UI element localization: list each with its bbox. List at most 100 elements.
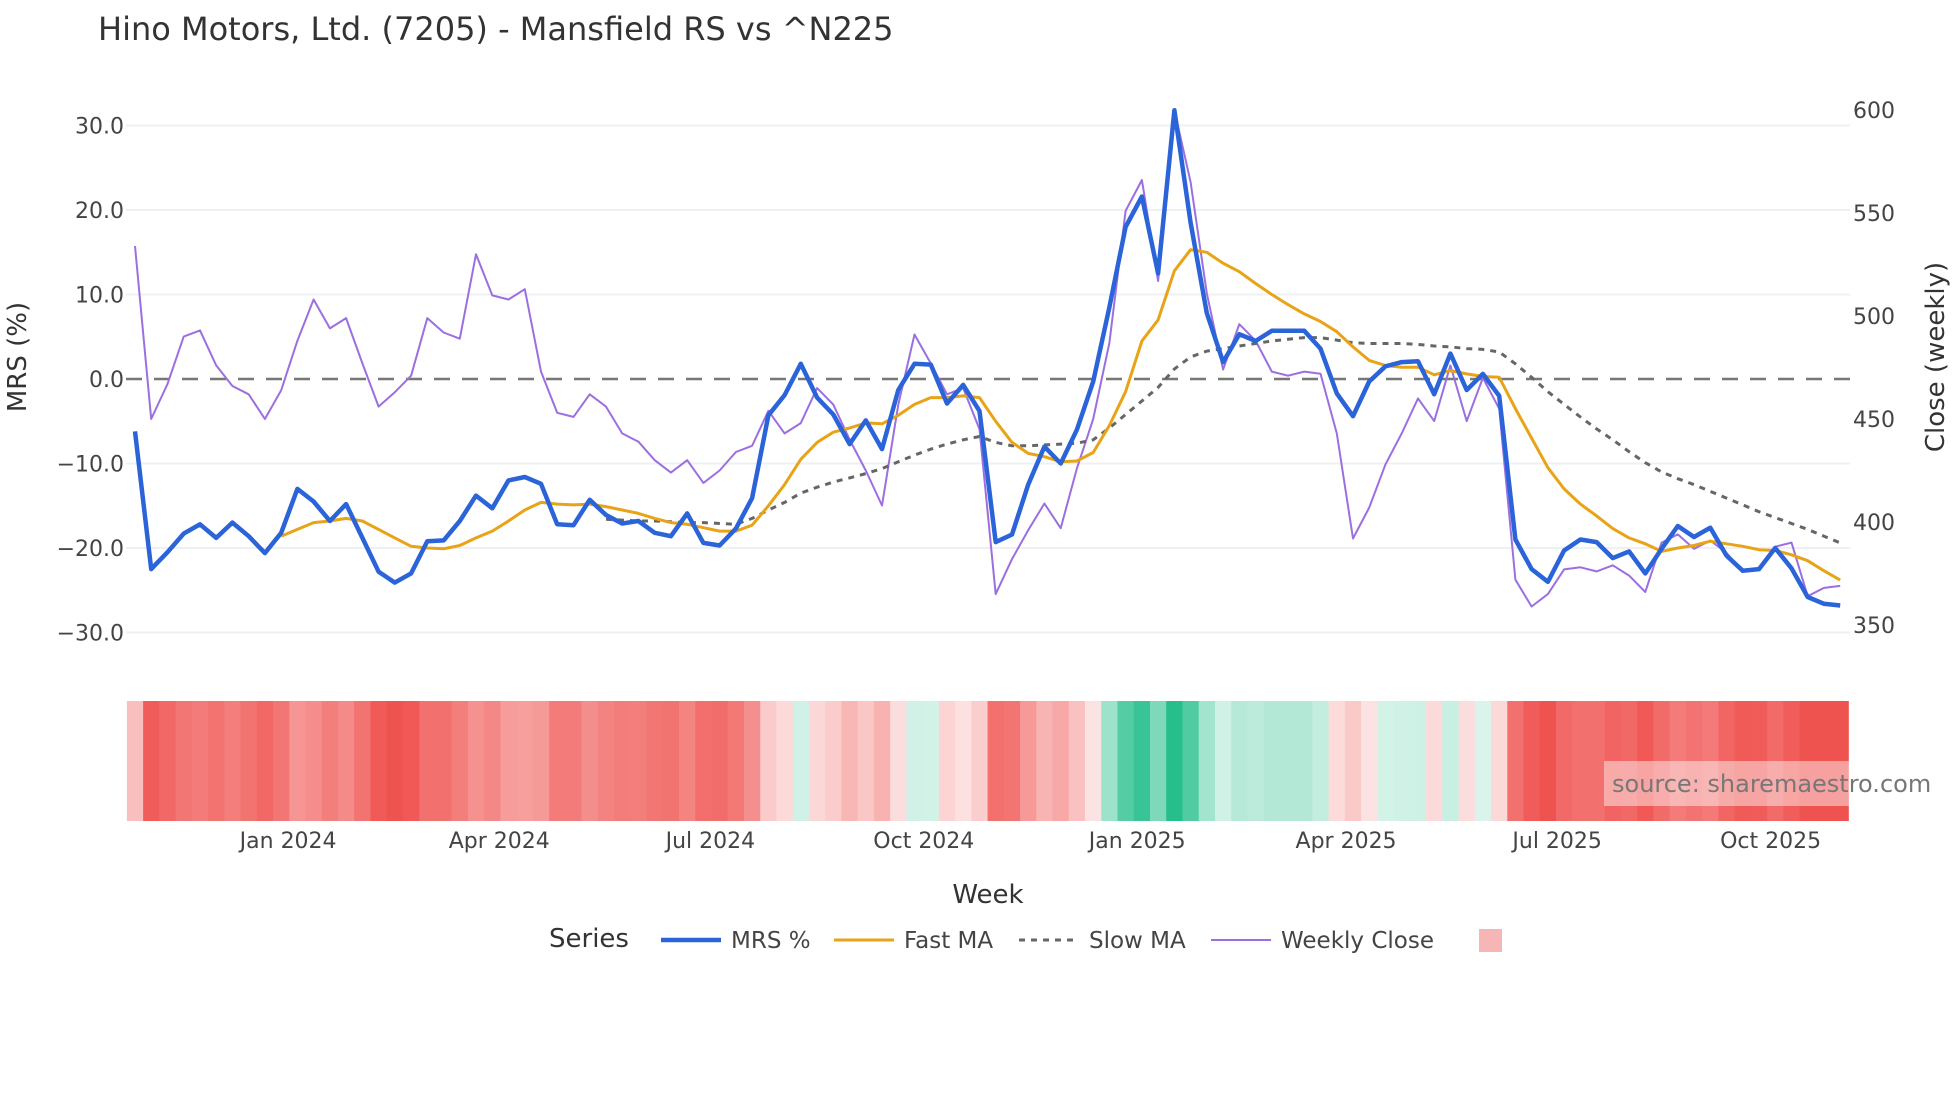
heatmap-cell [1052,701,1070,821]
heatmap-cell [419,701,436,821]
heatmap-cell [338,701,355,821]
heatmap-cell [1556,701,1573,821]
y2-tick-label: 400 [1853,511,1895,536]
heatmap-cell [240,701,258,821]
x-tick-label: Jan 2024 [238,829,337,854]
heatmap-cell [1832,701,1849,821]
source-label: source: sharemaestro.com [1612,770,1931,798]
heatmap-cell [1344,701,1362,821]
heatmap-cell [208,701,225,821]
heatmap-cell [1604,701,1622,821]
heatmap-cell [256,701,274,821]
heatmap-cell [1620,701,1638,821]
heatmap-cell [484,701,501,821]
heatmap-cell [565,701,583,821]
heatmap-cell [1653,701,1671,821]
heatmap-cell [224,701,242,821]
y-tick-label: −10.0 [57,453,124,478]
heatmap-cell [1247,701,1265,821]
heatmap-cell [1734,701,1752,821]
x-tick-label: Jul 2024 [664,829,756,854]
legend: Series MRS % Fast MA Slow MA Weekly Close [549,924,1502,954]
heatmap-cell [549,701,566,821]
heatmap-cell [971,701,989,821]
heatmap-cell [451,701,469,821]
heatmap-cell [597,701,615,821]
heatmap-cell [1150,701,1167,821]
x-tick-label: Jul 2025 [1510,829,1602,854]
heatmap-cell [987,701,1005,821]
heatmap-cell [906,701,924,821]
y-tick-label: 10.0 [75,284,124,309]
heatmap-cell [1442,701,1460,821]
heatmap-cell [516,701,534,821]
heatmap-cell [1101,701,1119,821]
heatmap-cell [581,701,599,821]
heatmap-cell [1377,701,1395,821]
y2-tick-label: 450 [1853,408,1895,433]
x-tick-label: Apr 2024 [449,829,550,854]
heatmap-cell [1702,701,1719,821]
y-tick-label: −30.0 [57,622,124,647]
heatmap-cell [808,701,826,821]
x-tick-label: Jan 2025 [1087,829,1186,854]
heatmap-cell [532,701,550,821]
heatmap-cell [825,701,842,821]
x-axis-title: Week [952,880,1023,910]
heatmap-cell [1815,701,1833,821]
gridlines [126,124,1850,634]
heatmap-cell [1361,701,1378,821]
heatmap-cell [1085,701,1102,821]
heatmap-cell [857,701,875,821]
heatmap-cell [1279,701,1297,821]
y2-tick-label: 550 [1853,202,1895,227]
heatmap-cell [1572,701,1589,821]
heatmap-cell [1426,701,1443,821]
heatmap-cell [191,701,209,821]
heatmap-cell [662,701,680,821]
heatmap-cell [1133,701,1151,821]
heatmap-cell [1474,701,1492,821]
heatmap-cell [1458,701,1476,821]
heatmap-cell [1750,701,1768,821]
heatmap-cell [321,701,339,821]
heatmap-cell [614,701,631,821]
heatmap-cell [175,701,193,821]
legend-title: Series [549,924,629,954]
heatmap-cell [1588,701,1606,821]
heatmap-cell [873,701,891,821]
x-tick-label: Apr 2025 [1296,829,1397,854]
y2-tick-label: 500 [1853,305,1895,330]
y-tick-label: 20.0 [75,199,124,224]
y2-tick-label: 600 [1853,99,1895,124]
heatmap-cell [1068,701,1086,821]
heatmap-cell [1669,701,1687,821]
x-tick-label: Oct 2025 [1720,829,1821,854]
legend-label: Weekly Close [1281,928,1434,954]
heatmap-cell [1491,701,1508,821]
heatmap-cell [1409,701,1427,821]
heatmap-cell [273,701,290,821]
heatmap-cell [1539,701,1557,821]
chart-title: Hino Motors, Ltd. (7205) - Mansfield RS … [98,10,894,48]
heatmap-cell [1799,701,1817,821]
heatmap-cell [679,701,696,821]
heatmap-cell [711,701,729,821]
series-line-fast-ma [280,248,1841,582]
heatmap-cell [646,701,664,821]
heatmap-cell [143,701,160,821]
heatmap-cell [1214,701,1232,821]
heatmap-cell [159,701,177,821]
heatmap-cell [126,701,144,821]
heatmap-cell [776,701,794,821]
heatmap-cell [1393,701,1411,821]
y-tick-label: −20.0 [57,537,124,562]
heatmap-cell [1767,701,1784,821]
heatmap-cell [1036,701,1054,821]
heatmap-cell [289,701,307,821]
series-line-weekly-close [134,109,1841,608]
heatmap-cell [1507,701,1525,821]
x-tick-label: Oct 2024 [873,829,974,854]
heatmap-cell [1117,701,1135,821]
